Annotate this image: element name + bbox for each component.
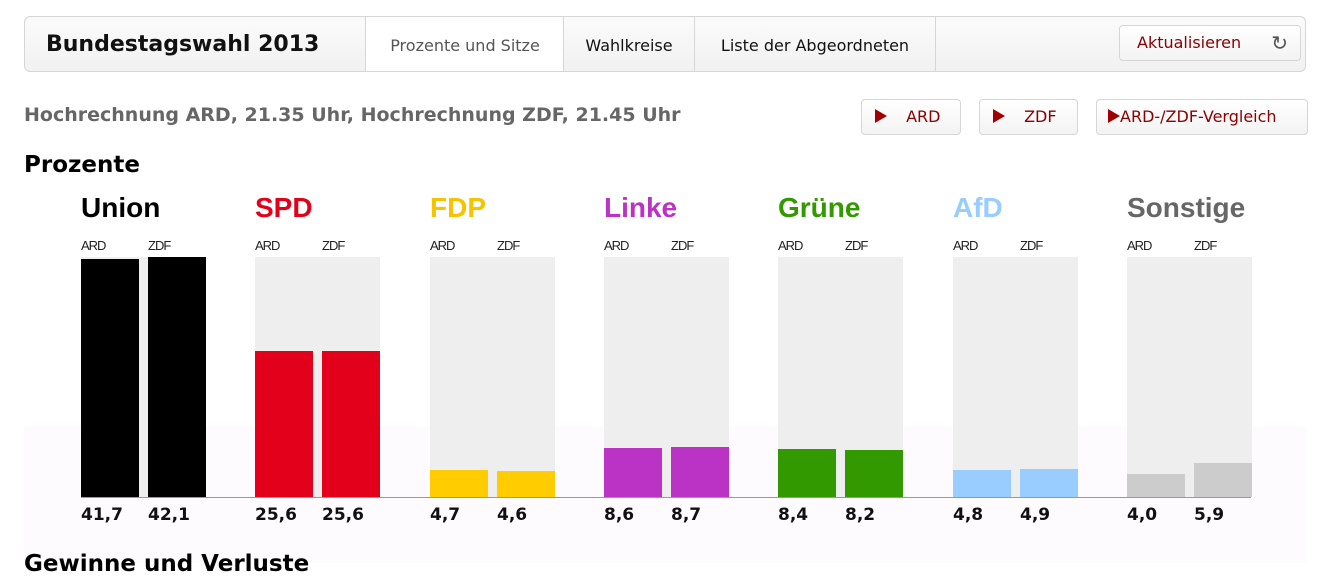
ard-button[interactable]: ARD — [861, 99, 961, 135]
bar-track-afd — [953, 257, 1078, 497]
ard-button-label: ARD — [906, 107, 941, 126]
bar-afd-ard — [953, 470, 1011, 497]
series-label-zdf: ZDF — [322, 238, 345, 253]
ard-zdf-comparison-button[interactable]: ARD-/ZDF-Vergleich — [1096, 99, 1308, 135]
bar-union-ard — [81, 259, 139, 497]
bar-afd-zdf — [1020, 469, 1078, 497]
bar-fdp-zdf — [497, 471, 555, 497]
party-label-linke: Linke — [604, 192, 678, 223]
section-title-prozente: Prozente — [24, 152, 140, 178]
value-label-sonstige-zdf: 5,9 — [1194, 505, 1225, 525]
projection-subtitle: Hochrechnung ARD, 21.35 Uhr, Hochrechnun… — [24, 104, 681, 126]
value-label-linke-ard: 8,6 — [604, 505, 635, 525]
value-label-fdp-ard: 4,7 — [430, 505, 461, 525]
party-label-union: Union — [81, 192, 161, 223]
series-label-ard: ARD — [81, 238, 106, 253]
series-label-ard: ARD — [778, 238, 803, 253]
bar-sonstige-zdf — [1194, 463, 1252, 497]
bar-gruene-zdf — [845, 450, 903, 497]
zdf-button[interactable]: ZDF — [979, 99, 1078, 135]
bar-fdp-ard — [430, 470, 488, 497]
bar-spd-ard — [255, 351, 313, 497]
refresh-label: Aktualisieren — [1137, 33, 1242, 52]
x-axis-baseline — [81, 497, 1251, 498]
bar-sonstige-ard — [1127, 474, 1185, 497]
refresh-icon: ↻ — [1271, 31, 1288, 55]
value-label-afd-zdf: 4,9 — [1020, 505, 1051, 525]
bar-linke-ard — [604, 448, 662, 497]
series-label-zdf: ZDF — [671, 238, 694, 253]
party-label-gruene: Grüne — [778, 192, 861, 223]
value-label-fdp-zdf: 4,6 — [497, 505, 528, 525]
series-label-zdf: ZDF — [1194, 238, 1217, 253]
zdf-button-label: ZDF — [1024, 107, 1057, 126]
value-label-union-zdf: 42,1 — [148, 505, 190, 525]
series-label-ard: ARD — [604, 238, 629, 253]
tab-prozente-und-sitze[interactable]: Prozente und Sitze — [365, 17, 564, 71]
series-label-zdf: ZDF — [1020, 238, 1043, 253]
section-title-gewinne-und-verluste: Gewinne und Verluste — [24, 551, 310, 577]
tab-liste-der-abgeordneten[interactable]: Liste der Abgeordneten — [694, 17, 936, 71]
bar-gruene-ard — [778, 449, 836, 497]
party-label-spd: SPD — [255, 192, 313, 223]
party-label-sonstige: Sonstige — [1127, 192, 1246, 223]
series-label-zdf: ZDF — [148, 238, 171, 253]
value-label-afd-ard: 4,8 — [953, 505, 984, 525]
play-icon — [1108, 109, 1120, 123]
ard-zdf-comparison-label: ARD-/ZDF-Vergleich — [1120, 107, 1277, 126]
bar-linke-zdf — [671, 447, 729, 497]
tab-wahlkreise[interactable]: Wahlkreise — [563, 17, 694, 71]
play-icon — [993, 109, 1005, 123]
play-icon — [875, 109, 887, 123]
value-label-gruene-zdf: 8,2 — [845, 505, 876, 525]
bar-union-zdf — [148, 257, 206, 497]
series-label-zdf: ZDF — [845, 238, 868, 253]
app-title: Bundestagswahl 2013 — [46, 32, 320, 57]
value-label-gruene-ard: 8,4 — [778, 505, 809, 525]
bar-spd-zdf — [322, 351, 380, 497]
value-label-union-ard: 41,7 — [81, 505, 123, 525]
series-label-ard: ARD — [255, 238, 280, 253]
bar-track-fdp — [430, 257, 555, 497]
bar-track-sonstige — [1127, 257, 1252, 497]
party-label-fdp: FDP — [430, 192, 486, 223]
value-label-sonstige-ard: 4,0 — [1127, 505, 1158, 525]
series-label-ard: ARD — [953, 238, 978, 253]
series-label-zdf: ZDF — [497, 238, 520, 253]
value-label-linke-zdf: 8,7 — [671, 505, 702, 525]
value-label-spd-zdf: 25,6 — [322, 505, 364, 525]
party-label-afd: AfD — [953, 192, 1003, 223]
top-navigation-bar: Bundestagswahl 2013 Prozente und Sitze W… — [24, 16, 1306, 72]
value-label-spd-ard: 25,6 — [255, 505, 297, 525]
series-label-ard: ARD — [430, 238, 455, 253]
refresh-button[interactable]: Aktualisieren ↻ — [1119, 25, 1301, 61]
series-label-ard: ARD — [1127, 238, 1152, 253]
